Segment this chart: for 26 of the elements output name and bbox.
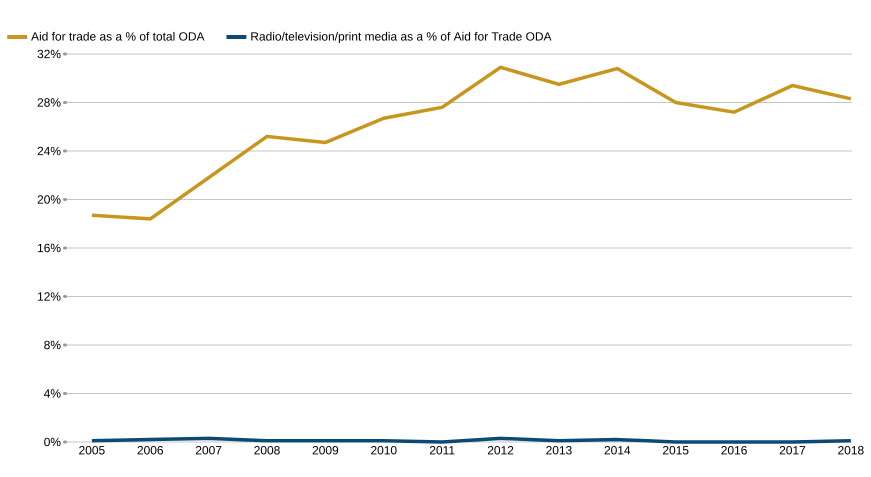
y-tick-label: 28% bbox=[38, 98, 61, 107]
y-tick-label: 32% bbox=[38, 50, 61, 58]
line-series bbox=[90, 66, 853, 221]
y-tick-label: 8% bbox=[44, 340, 61, 350]
y-tick-label: 24% bbox=[38, 146, 61, 156]
x-tick-label: 2018 bbox=[838, 446, 864, 454]
x-tick-label: 2017 bbox=[780, 446, 806, 454]
x-tick-label: 2005 bbox=[79, 446, 105, 454]
y-tick-label: 12% bbox=[38, 292, 61, 301]
y-tick-label: 20% bbox=[38, 195, 61, 204]
x-tick-label: 2013 bbox=[546, 446, 572, 454]
y-tick-label: 0% bbox=[44, 438, 61, 446]
x-tick-label: 2008 bbox=[254, 446, 280, 454]
x-tick-label: 2014 bbox=[604, 446, 630, 454]
x-tick-label: 2006 bbox=[138, 446, 164, 454]
x-tick-label: 2009 bbox=[312, 446, 338, 454]
x-tick-label: 2007 bbox=[196, 446, 222, 454]
x-tick-label: 2011 bbox=[430, 446, 454, 454]
y-tick-label: 16% bbox=[38, 244, 61, 252]
x-tick-label: 2015 bbox=[662, 446, 688, 454]
x-tick-label: 2012 bbox=[488, 446, 514, 454]
legend-label: Radio/television/print media as a % of Aid for Trade ODA bbox=[251, 32, 552, 44]
legend-label: Aid for trade as a % of total ODA bbox=[31, 32, 204, 41]
x-tick-label: 2010 bbox=[371, 446, 397, 454]
y-tick-label: 4% bbox=[44, 389, 61, 398]
x-tick-label: 2016 bbox=[721, 446, 747, 454]
